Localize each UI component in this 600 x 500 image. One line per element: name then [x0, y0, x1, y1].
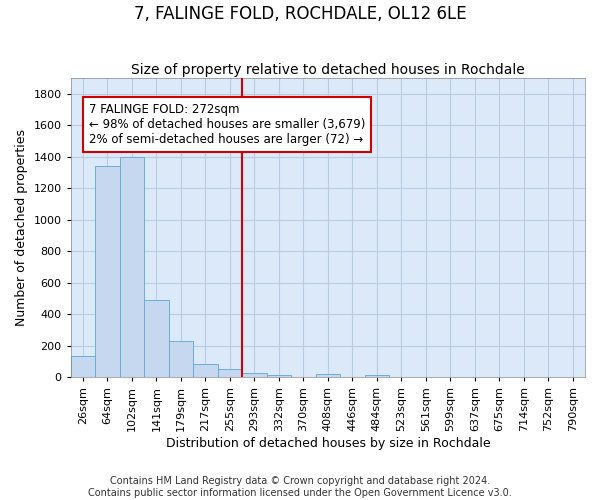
- Bar: [218, 370, 242, 378]
- Text: 7, FALINGE FOLD, ROCHDALE, OL12 6LE: 7, FALINGE FOLD, ROCHDALE, OL12 6LE: [134, 5, 466, 23]
- Y-axis label: Number of detached properties: Number of detached properties: [15, 129, 28, 326]
- Bar: [95, 166, 119, 378]
- Text: 7 FALINGE FOLD: 272sqm
← 98% of detached houses are smaller (3,679)
2% of semi-d: 7 FALINGE FOLD: 272sqm ← 98% of detached…: [89, 104, 365, 146]
- Text: Contains HM Land Registry data © Crown copyright and database right 2024.
Contai: Contains HM Land Registry data © Crown c…: [88, 476, 512, 498]
- Bar: [193, 364, 218, 378]
- Bar: [266, 375, 291, 378]
- Bar: [242, 373, 266, 378]
- Bar: [316, 374, 340, 378]
- X-axis label: Distribution of detached houses by size in Rochdale: Distribution of detached houses by size …: [166, 437, 490, 450]
- Bar: [71, 356, 95, 378]
- Bar: [365, 375, 389, 378]
- Bar: [119, 157, 144, 378]
- Title: Size of property relative to detached houses in Rochdale: Size of property relative to detached ho…: [131, 63, 525, 77]
- Bar: [144, 300, 169, 378]
- Bar: [169, 341, 193, 378]
